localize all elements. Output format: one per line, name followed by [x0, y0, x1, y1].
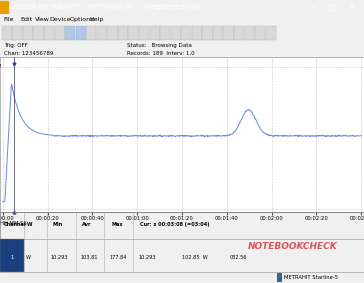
Text: Device: Device: [49, 17, 71, 22]
Bar: [107, 26, 118, 40]
Text: Options: Options: [69, 17, 94, 22]
Text: W: W: [27, 222, 33, 227]
Text: GOSSEN METRAWATT    METRAwin 10    Unregistered copy: GOSSEN METRAWATT METRAwin 10 Unregistere…: [9, 4, 202, 10]
Text: Avr: Avr: [82, 222, 91, 227]
Bar: [255, 26, 265, 40]
Text: Channel: Channel: [4, 222, 26, 227]
Text: Edit: Edit: [20, 17, 32, 22]
Text: —: —: [309, 3, 317, 12]
Bar: [150, 26, 160, 40]
Text: W: W: [0, 64, 1, 69]
Text: Cur: s 00:03:08 (=03:04): Cur: s 00:03:08 (=03:04): [140, 222, 210, 227]
Bar: [192, 26, 202, 40]
Bar: [223, 26, 234, 40]
Text: 102.85  W: 102.85 W: [182, 255, 208, 260]
Text: NOTEBOOKCHECK: NOTEBOOKCHECK: [248, 243, 337, 252]
Bar: [171, 26, 181, 40]
Bar: [0, 1, 8, 13]
Text: ✕: ✕: [348, 3, 355, 12]
Bar: [33, 26, 44, 40]
Bar: [65, 26, 75, 40]
Text: □: □: [328, 3, 335, 12]
Text: Help: Help: [89, 17, 103, 22]
Text: 032.56: 032.56: [229, 255, 247, 260]
Text: 103.81: 103.81: [80, 255, 98, 260]
Text: Max: Max: [111, 222, 123, 227]
Text: W: W: [25, 255, 31, 260]
Text: HH MM SS: HH MM SS: [0, 221, 27, 226]
Bar: [139, 26, 149, 40]
Bar: [0, 239, 24, 272]
Bar: [277, 273, 282, 282]
Bar: [118, 26, 128, 40]
Text: Min: Min: [53, 222, 63, 227]
Text: Status:   Browsing Data: Status: Browsing Data: [127, 43, 192, 48]
Bar: [76, 26, 86, 40]
Bar: [213, 26, 223, 40]
Text: File: File: [4, 17, 14, 22]
Bar: [266, 26, 276, 40]
Bar: [23, 26, 33, 40]
Text: View: View: [35, 17, 50, 22]
Text: 1: 1: [10, 255, 14, 260]
Bar: [55, 26, 65, 40]
Bar: [128, 26, 139, 40]
Bar: [44, 26, 54, 40]
Bar: [181, 26, 191, 40]
Text: 10.293: 10.293: [138, 255, 156, 260]
Bar: [202, 26, 213, 40]
Text: Trig: OFF: Trig: OFF: [4, 43, 28, 48]
Bar: [234, 26, 244, 40]
Text: 10.293: 10.293: [51, 255, 68, 260]
Text: METRAHIT Starline-5: METRAHIT Starline-5: [284, 275, 338, 280]
Text: Chan: 123456789: Chan: 123456789: [4, 51, 53, 56]
Text: Records: 189  Interv: 1.0: Records: 189 Interv: 1.0: [127, 51, 195, 56]
Bar: [2, 26, 12, 40]
Bar: [86, 26, 96, 40]
Bar: [12, 26, 23, 40]
Text: 177.84: 177.84: [109, 255, 127, 260]
Bar: [97, 26, 107, 40]
Bar: [160, 26, 170, 40]
Bar: [245, 26, 255, 40]
